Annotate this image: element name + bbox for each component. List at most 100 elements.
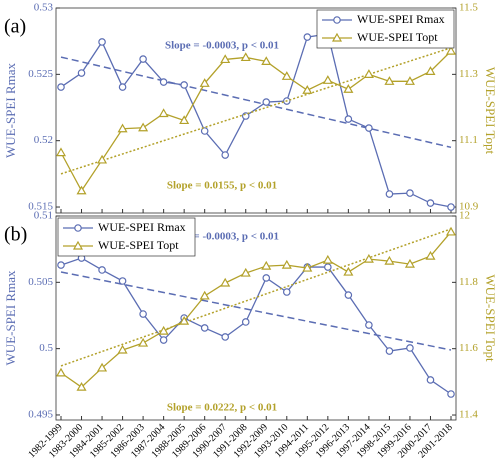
marker xyxy=(343,266,354,276)
marker xyxy=(344,115,353,123)
trend-line xyxy=(60,271,452,351)
marker xyxy=(445,226,457,236)
marker xyxy=(200,324,209,332)
marker xyxy=(303,33,312,41)
marker xyxy=(302,262,313,272)
legend-box xyxy=(316,9,455,49)
marker xyxy=(159,78,168,86)
marker xyxy=(261,260,272,270)
marker xyxy=(77,69,86,77)
marker xyxy=(57,261,65,269)
y2-tick-label: 12 xyxy=(459,210,470,222)
marker xyxy=(282,288,291,296)
series-line xyxy=(60,50,452,193)
y2-tick-label: 11.6 xyxy=(459,342,478,354)
legend: WUE-SPEI Rmax WUE-SPEI Topt xyxy=(316,9,455,49)
marker xyxy=(97,362,108,372)
marker xyxy=(199,78,210,87)
marker xyxy=(118,277,127,285)
marker xyxy=(240,52,251,62)
marker xyxy=(55,147,67,157)
marker xyxy=(406,344,414,352)
marker xyxy=(180,81,188,89)
marker xyxy=(74,224,82,232)
legend: WUE-SPEI Rmax WUE-SPEI Topt xyxy=(57,217,196,257)
legend-label: WUE-SPEI Topt xyxy=(357,30,438,44)
marker xyxy=(384,255,395,265)
marker xyxy=(363,69,374,78)
marker xyxy=(385,190,394,198)
y-tick-label: 0.52 xyxy=(34,134,53,146)
marker xyxy=(76,381,87,391)
legend-box xyxy=(57,217,196,257)
marker xyxy=(159,336,168,344)
y-tick-label: 0.505 xyxy=(28,276,53,288)
marker xyxy=(331,32,343,42)
panel-label: (a) xyxy=(4,16,26,38)
marker xyxy=(98,38,106,46)
marker xyxy=(139,310,147,318)
y-tick-label: 0.515 xyxy=(28,201,53,213)
marker xyxy=(72,240,84,250)
marker xyxy=(425,66,436,75)
trend-line xyxy=(60,56,452,149)
marker xyxy=(117,123,128,133)
marker xyxy=(199,290,210,300)
marker xyxy=(179,315,190,325)
marker xyxy=(200,127,209,135)
marker xyxy=(117,344,128,354)
marker xyxy=(333,16,341,24)
legend-label: WUE-SPEI Topt xyxy=(98,238,179,252)
marker xyxy=(384,76,395,85)
y2-tick-label: 11.8 xyxy=(459,276,478,288)
marker xyxy=(98,266,106,274)
marker xyxy=(221,151,230,159)
marker xyxy=(363,253,374,263)
marker xyxy=(426,376,435,384)
marker xyxy=(302,85,313,94)
marker xyxy=(343,84,354,93)
marker xyxy=(322,254,333,264)
marker xyxy=(404,258,415,268)
marker xyxy=(158,108,169,118)
marker xyxy=(324,263,332,271)
marker xyxy=(322,75,333,84)
marker xyxy=(447,203,455,211)
marker xyxy=(221,333,230,341)
marker xyxy=(97,154,108,164)
plot-frame xyxy=(55,215,457,421)
marker xyxy=(262,98,271,106)
marker xyxy=(365,321,373,329)
y2-axis-label: WUE-SPEI Topt xyxy=(483,274,498,362)
marker xyxy=(261,56,272,66)
y-axis-label: WUE-SPEI Rmax xyxy=(3,270,18,365)
y-tick-label: 0.53 xyxy=(34,2,54,14)
y2-tick-label: 10.9 xyxy=(459,201,479,213)
marker xyxy=(241,318,250,326)
marker xyxy=(179,115,190,125)
y2-tick-label: 11.5 xyxy=(459,2,478,14)
marker xyxy=(425,250,436,260)
marker xyxy=(447,390,455,398)
marker xyxy=(426,199,435,207)
y-tick-label: 0.525 xyxy=(28,68,53,80)
y-tick-label: 0.5 xyxy=(39,342,53,354)
marker xyxy=(158,325,169,335)
marker xyxy=(281,71,292,80)
marker xyxy=(138,122,149,132)
series-line xyxy=(60,257,452,395)
marker xyxy=(385,347,394,355)
marker xyxy=(240,267,251,277)
series-line xyxy=(60,33,452,208)
marker xyxy=(55,367,67,377)
panel-label: (b) xyxy=(4,224,27,246)
legend-label: WUE-SPEI Rmax xyxy=(98,220,186,234)
trend-line xyxy=(60,228,452,367)
y2-axis-label: WUE-SPEI Topt xyxy=(483,67,498,155)
trend-line xyxy=(60,47,452,175)
annotation: Slope = 0.0155, p < 0.01 xyxy=(167,180,277,192)
y-tick-label: 0.51 xyxy=(34,210,53,222)
marker xyxy=(76,185,87,195)
y2-tick-label: 11.4 xyxy=(459,409,478,421)
marker xyxy=(220,277,231,287)
